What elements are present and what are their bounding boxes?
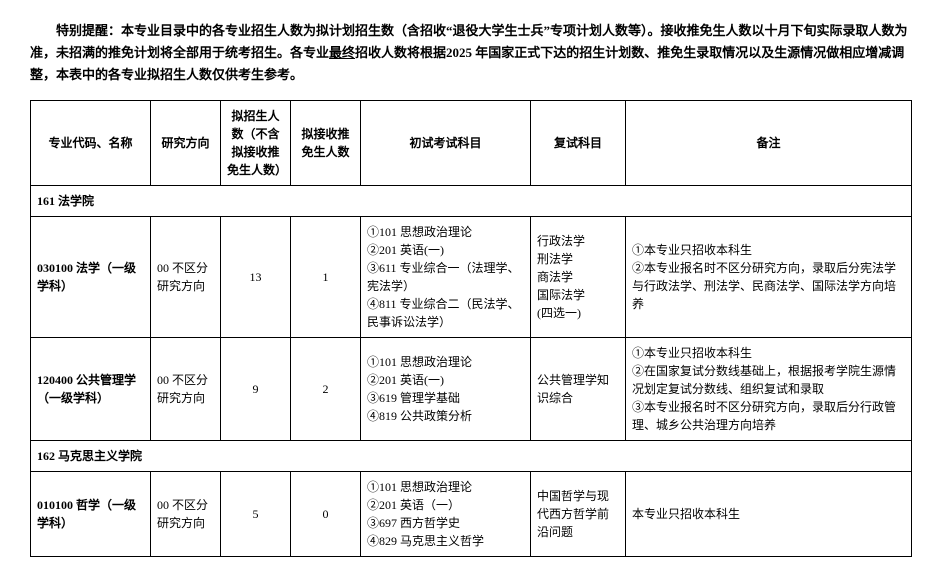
th-note: 备注 (626, 101, 912, 186)
cell-code: 030100 法学（一级学科） (31, 217, 151, 338)
cell-recommend: 2 (291, 338, 361, 441)
cell-direction: 00 不区分研究方向 (151, 472, 221, 557)
cell-reexam: 公共管理学知识综合 (531, 338, 626, 441)
th-reexam: 复试科目 (531, 101, 626, 186)
section-title: 161 法学院 (31, 186, 912, 217)
cell-note: ①本专业只招收本科生②本专业报名时不区分研究方向，录取后分宪法学与行政法学、刑法… (626, 217, 912, 338)
cell-code: 010100 哲学（一级学科） (31, 472, 151, 557)
cell-reexam: 中国哲学与现代西方哲学前沿问题 (531, 472, 626, 557)
cell-note: 本专业只招收本科生 (626, 472, 912, 557)
table-header-row: 专业代码、名称 研究方向 拟招生人数（不含拟接收推免生人数） 拟接收推免生人数 … (31, 101, 912, 186)
cell-exam: ①101 思想政治理论②201 英语(一)③619 管理学基础④819 公共政策… (361, 338, 531, 441)
section-row: 162 马克思主义学院 (31, 441, 912, 472)
th-recommend: 拟接收推免生人数 (291, 101, 361, 186)
cell-recommend: 1 (291, 217, 361, 338)
table-row: 010100 哲学（一级学科）00 不区分研究方向50①101 思想政治理论②2… (31, 472, 912, 557)
table-row: 120400 公共管理学（一级学科）00 不区分研究方向92①101 思想政治理… (31, 338, 912, 441)
cell-plan: 9 (221, 338, 291, 441)
table-body: 161 法学院030100 法学（一级学科）00 不区分研究方向131①101 … (31, 186, 912, 557)
th-direction: 研究方向 (151, 101, 221, 186)
th-exam: 初试考试科目 (361, 101, 531, 186)
cell-exam: ①101 思想政治理论②201 英语(一)③611 专业综合一（法理学、宪法学）… (361, 217, 531, 338)
program-table: 专业代码、名称 研究方向 拟招生人数（不含拟接收推免生人数） 拟接收推免生人数 … (30, 100, 912, 557)
cell-exam: ①101 思想政治理论②201 英语（一）③697 西方哲学史④829 马克思主… (361, 472, 531, 557)
section-title: 162 马克思主义学院 (31, 441, 912, 472)
cell-direction: 00 不区分研究方向 (151, 338, 221, 441)
th-code: 专业代码、名称 (31, 101, 151, 186)
cell-code: 120400 公共管理学（一级学科） (31, 338, 151, 441)
special-notice: 特别提醒：本专业目录中的各专业招生人数为拟计划招生数（含招收“退役大学生士兵”专… (30, 20, 912, 86)
th-plan: 拟招生人数（不含拟接收推免生人数） (221, 101, 291, 186)
cell-reexam: 行政法学刑法学商法学国际法学(四选一) (531, 217, 626, 338)
table-row: 030100 法学（一级学科）00 不区分研究方向131①101 思想政治理论②… (31, 217, 912, 338)
cell-plan: 13 (221, 217, 291, 338)
section-row: 161 法学院 (31, 186, 912, 217)
cell-direction: 00 不区分研究方向 (151, 217, 221, 338)
cell-recommend: 0 (291, 472, 361, 557)
notice-underline: 最终 (329, 45, 355, 60)
cell-plan: 5 (221, 472, 291, 557)
cell-note: ①本专业只招收本科生②在国家复试分数线基础上，根据报考学院生源情况划定复试分数线… (626, 338, 912, 441)
